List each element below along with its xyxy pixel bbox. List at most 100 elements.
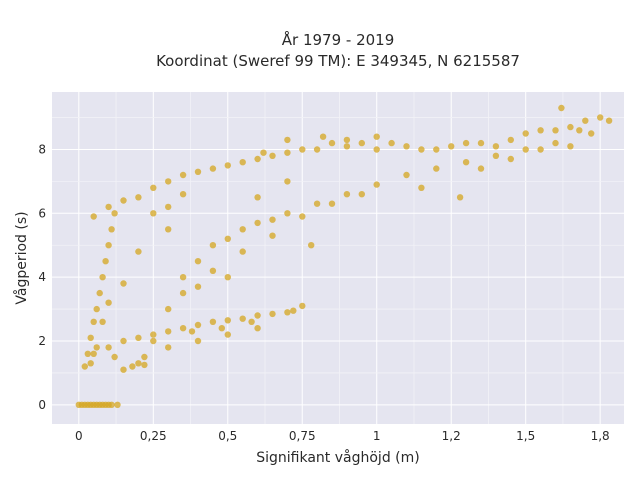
data-point (328, 139, 336, 147)
data-point (522, 130, 529, 137)
x-tick-label: 1,2 (442, 429, 461, 443)
data-point (284, 178, 291, 185)
data-point (597, 114, 604, 121)
data-point (388, 139, 395, 147)
data-point (165, 226, 172, 233)
data-point (179, 191, 187, 198)
x-tick-label: 0,25 (140, 429, 167, 443)
data-point (343, 191, 351, 198)
data-point (239, 248, 246, 255)
grid-layer (52, 92, 624, 424)
data-point (567, 123, 574, 131)
data-point (605, 117, 613, 124)
data-point (507, 155, 514, 163)
data-point (135, 334, 142, 341)
data-point (254, 219, 261, 227)
data-point (254, 325, 261, 332)
data-point (537, 146, 544, 153)
data-point (165, 203, 172, 211)
data-point (373, 181, 380, 188)
data-point (224, 331, 231, 338)
data-point (418, 184, 425, 191)
x-tick-label: 0,75 (289, 429, 316, 443)
data-point (150, 210, 157, 217)
y-axis-label: Vågperiod (s) (13, 211, 30, 304)
data-point (239, 315, 246, 322)
x-tick-label: 1,5 (516, 429, 535, 443)
y-axis-ticks: 0 2 4 6 8 (38, 142, 46, 411)
data-point (179, 171, 187, 179)
data-point (114, 401, 121, 408)
chart-title-line-1: År 1979 - 2019 (282, 30, 395, 49)
data-point (522, 146, 529, 153)
data-point (239, 226, 246, 233)
data-point (462, 139, 470, 147)
data-point (284, 149, 291, 156)
data-point (284, 136, 291, 144)
data-point (135, 194, 142, 201)
data-point (209, 242, 217, 249)
data-point (165, 344, 172, 351)
data-point (224, 162, 231, 169)
data-point (507, 136, 514, 144)
data-point (492, 143, 500, 150)
data-point (433, 146, 440, 153)
data-point (111, 210, 118, 217)
data-point (284, 309, 291, 316)
data-point (141, 361, 148, 369)
data-point (194, 321, 202, 329)
data-point (224, 317, 231, 324)
y-tick-label: 6 (38, 206, 46, 220)
data-point (588, 130, 595, 137)
data-point (582, 117, 589, 124)
data-point (567, 143, 574, 150)
data-point (141, 353, 148, 361)
data-point (90, 318, 97, 325)
data-point (433, 165, 440, 172)
data-point (492, 152, 500, 159)
data-point (93, 344, 100, 351)
data-point (537, 127, 544, 134)
data-point (108, 401, 115, 408)
data-point (239, 159, 246, 166)
points-layer (75, 104, 613, 408)
data-point (90, 213, 97, 220)
data-point (260, 149, 267, 156)
x-axis-label: Signifikant våghöjd (m) (256, 449, 419, 466)
data-point (403, 171, 410, 179)
data-point (269, 232, 276, 239)
data-point (135, 248, 142, 255)
data-point (373, 133, 380, 140)
x-tick-label: 1 (373, 429, 381, 443)
data-point (129, 363, 136, 370)
data-point (150, 331, 157, 338)
data-point (165, 305, 172, 313)
data-point (165, 178, 172, 185)
data-point (576, 127, 583, 134)
data-point (224, 235, 231, 242)
data-point (418, 146, 425, 153)
data-point (96, 289, 103, 297)
data-point (135, 360, 142, 367)
data-point (343, 136, 351, 144)
data-point (218, 325, 225, 332)
data-point (373, 146, 380, 153)
data-point (179, 289, 187, 297)
data-point (552, 127, 559, 134)
data-point (105, 203, 112, 211)
y-tick-label: 4 (38, 270, 46, 284)
data-point (299, 146, 306, 153)
data-point (254, 312, 261, 319)
data-point (254, 194, 261, 201)
data-point (150, 184, 157, 191)
data-point (209, 318, 217, 325)
data-point (90, 350, 97, 357)
data-point (448, 143, 455, 150)
data-point (111, 353, 118, 361)
data-point (179, 325, 187, 332)
plot-area (52, 92, 624, 424)
x-tick-label: 0 (75, 429, 83, 443)
data-point (99, 274, 106, 281)
x-axis-ticks: 0 0,25 0,5 0,75 1 1,2 1,5 1,8 (75, 429, 610, 443)
